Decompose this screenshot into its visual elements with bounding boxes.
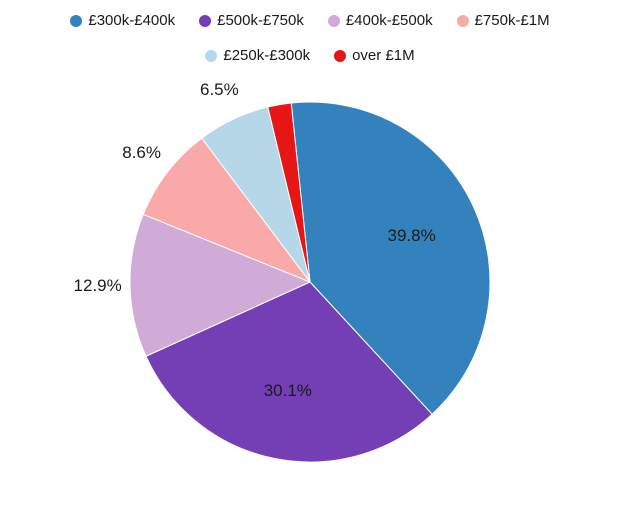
legend-label: over £1M — [352, 47, 415, 64]
legend-item: over £1M — [334, 47, 415, 64]
legend-label: £300k-£400k — [88, 12, 175, 29]
legend-item: £750k-£1M — [457, 12, 550, 29]
legend-marker — [334, 50, 346, 62]
slice-label: 12.9% — [74, 276, 122, 296]
legend-item: £300k-£400k — [70, 12, 175, 29]
legend-item: £500k-£750k — [199, 12, 304, 29]
pie-chart-area: 39.8% 30.1% 12.9% 8.6% 6.5% — [0, 72, 620, 492]
legend-marker — [205, 50, 217, 62]
slice-label: 39.8% — [388, 226, 436, 246]
legend-item: £250k-£300k — [205, 47, 310, 64]
legend: £300k-£400k £500k-£750k £400k-£500k £750k-£… — [0, 0, 620, 72]
slice-label: 6.5% — [200, 80, 239, 100]
legend-marker — [328, 15, 340, 27]
legend-marker — [70, 15, 82, 27]
legend-label: £500k-£750k — [217, 12, 304, 29]
slice-label: 8.6% — [122, 143, 161, 163]
legend-label: £250k-£300k — [223, 47, 310, 64]
legend-label: £750k-£1M — [475, 12, 550, 29]
legend-marker — [199, 15, 211, 27]
legend-marker — [457, 15, 469, 27]
legend-label: £400k-£500k — [346, 12, 433, 29]
legend-item: £400k-£500k — [328, 12, 433, 29]
slice-label: 30.1% — [264, 381, 312, 401]
